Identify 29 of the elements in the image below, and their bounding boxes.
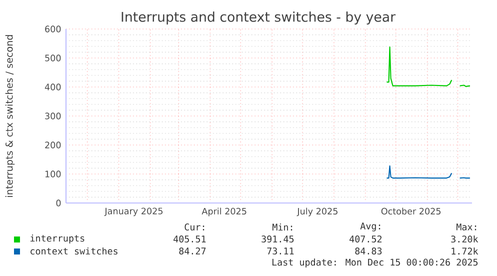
y-tick-label: 0 xyxy=(56,200,61,206)
x-tick-label: April 2025 xyxy=(202,208,246,216)
x-tick-label: July 2025 xyxy=(296,208,338,216)
y-tick-label: 100 xyxy=(45,170,61,178)
x-tick-label: October 2025 xyxy=(381,208,441,215)
text: 405.51 xyxy=(174,236,206,242)
legend-label: context switches xyxy=(30,247,118,255)
text: Max: xyxy=(456,224,476,230)
y-tick-label: 400 xyxy=(44,84,61,90)
text: 1.72k xyxy=(452,248,478,254)
line-series xyxy=(386,165,452,179)
y-tick-label: 300 xyxy=(45,112,61,120)
text: 407.52 xyxy=(350,236,382,242)
text: 73.11 xyxy=(267,248,294,254)
y-axis-title: interrupts & ctx switches / second xyxy=(5,35,15,197)
text: Last update: Mon Dec 15 00:00:26 2025 xyxy=(272,258,478,268)
text: Cur: xyxy=(184,224,204,230)
text: 3.20k xyxy=(451,235,478,243)
text: Min: xyxy=(272,224,292,230)
text: 391.45 xyxy=(262,236,294,242)
text: 84.27 xyxy=(179,248,206,254)
legend-label: interrupts xyxy=(30,234,84,244)
chart-title: Interrupts and context switches - by year xyxy=(122,12,396,24)
x-tick-label: January 2025 xyxy=(104,208,163,216)
text: 84.83 xyxy=(355,248,382,254)
y-tick-label: 200 xyxy=(45,142,61,148)
text: Avg: xyxy=(360,222,380,232)
y-tick-label: 500 xyxy=(45,54,61,62)
y-tick-label: 600 xyxy=(45,26,61,32)
